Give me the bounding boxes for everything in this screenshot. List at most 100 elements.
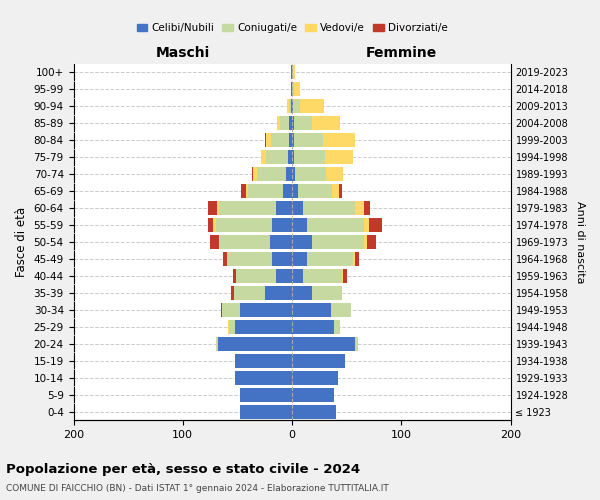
Bar xyxy=(265,133,266,147)
Bar xyxy=(272,218,292,232)
Bar xyxy=(292,184,298,198)
Bar xyxy=(292,337,355,351)
Bar xyxy=(220,235,270,249)
Bar xyxy=(218,337,292,351)
Bar xyxy=(298,184,332,198)
Bar xyxy=(292,218,307,232)
Bar xyxy=(280,116,289,130)
Bar xyxy=(295,167,326,181)
Bar xyxy=(294,133,323,147)
Bar xyxy=(364,201,370,215)
Bar xyxy=(303,201,355,215)
Bar xyxy=(270,235,292,249)
Bar xyxy=(265,286,292,300)
Bar xyxy=(312,116,340,130)
Bar xyxy=(275,201,292,215)
Bar xyxy=(312,235,364,249)
Bar xyxy=(339,184,343,198)
Bar xyxy=(208,201,217,215)
Bar xyxy=(289,116,292,130)
Bar xyxy=(235,371,292,385)
Bar xyxy=(368,218,382,232)
Bar xyxy=(293,99,300,113)
Bar xyxy=(353,252,355,266)
Bar xyxy=(233,269,236,283)
Bar xyxy=(292,82,294,96)
Bar xyxy=(227,320,229,334)
Text: Femmine: Femmine xyxy=(366,46,437,60)
Bar xyxy=(292,320,334,334)
Text: COMUNE DI FAICCHIO (BN) - Dati ISTAT 1° gennaio 2024 - Elaborazione TUTTITALIA.I: COMUNE DI FAICCHIO (BN) - Dati ISTAT 1° … xyxy=(6,484,389,493)
Bar xyxy=(303,269,343,283)
Bar xyxy=(251,167,253,181)
Text: Popolazione per età, sesso e stato civile - 2024: Popolazione per età, sesso e stato civil… xyxy=(6,462,360,475)
Bar xyxy=(292,201,303,215)
Bar xyxy=(292,65,293,79)
Bar xyxy=(289,133,292,147)
Bar xyxy=(253,167,257,181)
Bar xyxy=(222,303,239,317)
Bar xyxy=(367,235,376,249)
Bar xyxy=(286,167,292,181)
Bar xyxy=(332,184,339,198)
Bar xyxy=(292,150,294,164)
Bar xyxy=(292,252,307,266)
Bar xyxy=(239,405,292,418)
Bar xyxy=(287,150,292,164)
Bar xyxy=(364,218,368,232)
Bar xyxy=(355,337,358,351)
Bar xyxy=(219,235,220,249)
Bar xyxy=(214,218,215,232)
Bar xyxy=(236,269,275,283)
Bar xyxy=(208,218,214,232)
Bar xyxy=(355,252,359,266)
Bar xyxy=(312,286,343,300)
Bar xyxy=(271,133,289,147)
Bar xyxy=(215,218,272,232)
Bar xyxy=(326,167,343,181)
Bar xyxy=(266,150,287,164)
Bar xyxy=(292,133,294,147)
Bar xyxy=(292,99,293,113)
Bar xyxy=(292,116,294,130)
Bar xyxy=(229,320,235,334)
Bar xyxy=(292,371,338,385)
Bar xyxy=(292,235,312,249)
Bar xyxy=(277,116,280,130)
Bar xyxy=(289,99,291,113)
Bar xyxy=(292,405,336,418)
Bar xyxy=(235,320,292,334)
Bar xyxy=(221,303,222,317)
Bar xyxy=(307,218,364,232)
Bar xyxy=(257,167,286,181)
Bar xyxy=(364,235,367,249)
Bar xyxy=(283,184,292,198)
Bar xyxy=(294,82,300,96)
Bar xyxy=(291,82,292,96)
Y-axis label: Anni di nascita: Anni di nascita xyxy=(575,200,585,283)
Bar xyxy=(291,99,292,113)
Bar xyxy=(355,201,364,215)
Bar xyxy=(239,303,292,317)
Bar xyxy=(217,201,219,215)
Bar xyxy=(219,201,275,215)
Bar xyxy=(292,286,312,300)
Bar xyxy=(231,286,234,300)
Bar xyxy=(262,150,266,164)
Bar xyxy=(234,286,265,300)
Bar xyxy=(325,150,353,164)
Bar xyxy=(272,252,292,266)
Bar xyxy=(287,99,289,113)
Bar xyxy=(292,167,295,181)
Bar xyxy=(300,99,324,113)
Bar xyxy=(235,354,292,368)
Bar xyxy=(215,337,218,351)
Legend: Celibi/Nubili, Coniugati/e, Vedovi/e, Divorziati/e: Celibi/Nubili, Coniugati/e, Vedovi/e, Di… xyxy=(133,19,452,38)
Bar xyxy=(294,116,312,130)
Bar xyxy=(292,388,334,402)
Bar xyxy=(241,184,246,198)
Bar xyxy=(293,65,295,79)
Bar xyxy=(294,150,325,164)
Bar xyxy=(292,303,331,317)
Bar xyxy=(227,252,272,266)
